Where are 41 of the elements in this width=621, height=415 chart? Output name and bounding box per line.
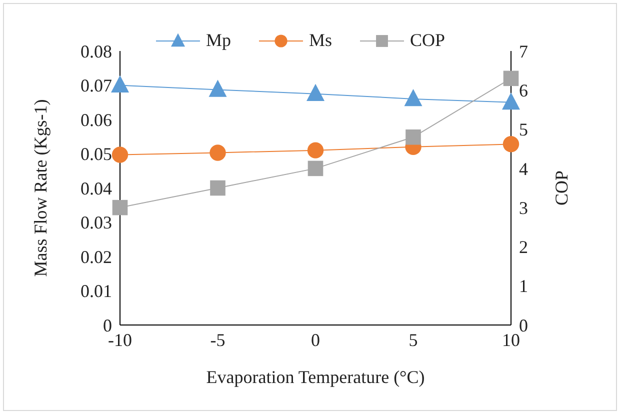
y-tick-label: 0.01 — [80, 281, 112, 302]
point — [307, 142, 324, 158]
y-tick-label: 0.05 — [80, 144, 112, 164]
legend-label: COP — [410, 30, 446, 51]
point — [112, 200, 128, 216]
y-tick-label: 0.08 — [80, 41, 112, 62]
point — [404, 89, 422, 106]
x-tick-label: 0 — [311, 330, 320, 350]
point — [308, 160, 324, 176]
y2-tick-label: 3 — [519, 198, 528, 218]
x-tick-label: -5 — [210, 330, 226, 350]
point — [112, 146, 128, 163]
point — [503, 70, 519, 86]
x-tick-label: 5 — [408, 330, 418, 350]
y2-tick-label: 6 — [519, 80, 528, 101]
y2-tick-label: 7 — [519, 41, 528, 62]
y-tick-label: 0.03 — [80, 212, 112, 233]
point — [210, 144, 226, 161]
point — [306, 84, 324, 102]
point — [208, 80, 227, 97]
y-axis-title: Mass Flow Rate (Kgs-1) — [30, 99, 50, 277]
point — [502, 136, 520, 152]
y2-tick-label: 5 — [519, 120, 528, 140]
y2-axis-title: COP — [551, 170, 572, 206]
x-tick-label: 10 — [502, 330, 520, 350]
legend-label: Mp — [206, 30, 231, 51]
y2-tick-label: 4 — [519, 158, 528, 179]
point — [502, 92, 520, 110]
y2-tick-label: 2 — [519, 237, 528, 258]
point — [210, 180, 226, 196]
point — [111, 75, 129, 92]
y-tick-label: 0.04 — [80, 178, 112, 198]
y2-tick-label: 0 — [519, 315, 528, 336]
legend-label: Ms — [308, 30, 332, 51]
y-tick-label: 0 — [103, 315, 112, 336]
y2-tick-label: 1 — [519, 276, 528, 296]
y-tick-label: 0.02 — [80, 246, 112, 267]
x-axis-title: Evaporation Temperature (°C) — [206, 367, 425, 387]
y-tick-label: 0.06 — [80, 110, 112, 130]
y-tick-label: 0.07 — [80, 76, 112, 96]
point — [406, 129, 421, 145]
